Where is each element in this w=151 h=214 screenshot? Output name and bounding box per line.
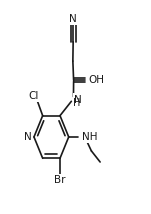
Text: N: N bbox=[69, 14, 77, 24]
Text: Br: Br bbox=[53, 175, 65, 185]
Text: Cl: Cl bbox=[29, 91, 39, 101]
Text: N: N bbox=[24, 132, 32, 142]
Text: N: N bbox=[74, 95, 82, 105]
Text: OH: OH bbox=[88, 75, 104, 85]
Text: NH: NH bbox=[82, 132, 97, 141]
Text: H: H bbox=[73, 98, 80, 108]
